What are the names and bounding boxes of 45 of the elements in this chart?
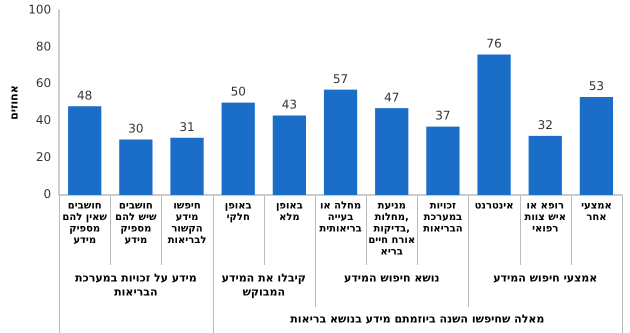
data-label: 30: [128, 122, 144, 136]
data-label: 37: [435, 108, 451, 123]
text: מידע על זכויות במערכת הבריאות: [74, 271, 197, 298]
text: נושא חיפוש המידע: [344, 271, 440, 284]
bar: [580, 97, 614, 195]
x-tick-label: חושבים שיש להם מספיק מידע: [115, 200, 158, 246]
x-tick-label: באופן חלקי: [224, 200, 252, 223]
bar: [375, 108, 408, 195]
bar: [477, 54, 511, 195]
data-label: 31: [179, 120, 195, 134]
y-tick-label: 60: [36, 76, 52, 90]
y-tick-label: 0: [43, 187, 52, 202]
bar: [324, 90, 358, 195]
x-tick-label: אינטרנט: [474, 200, 514, 212]
x-tick-label: מניעת מחלות, בדיקות, אורח חיים בריא: [368, 200, 416, 258]
bar: [272, 116, 306, 195]
x-tick-label: מחלה או בעייה בריאותית: [319, 200, 362, 234]
text: מאלה שחיפשו השנה ביוזמתם מידע בנושא בריאות: [290, 312, 544, 326]
data-label: 57: [332, 72, 348, 86]
text: קיבלו את המידע המבוקש: [222, 271, 306, 298]
data-label: 43: [282, 98, 298, 112]
data-label: 50: [230, 84, 246, 99]
bar: [426, 126, 460, 195]
x-tick-label: זכויות במערכת הבריאות: [423, 200, 463, 234]
data-label: 48: [77, 88, 92, 102]
x-tick-label: חושבים שאין להם מספיק מידע: [62, 200, 108, 246]
bar: [68, 106, 102, 195]
bar: [119, 140, 152, 195]
data-label: 53: [588, 79, 604, 94]
x-tick-label: רופא או איש צוות רפואי: [524, 200, 566, 234]
bar: [222, 102, 255, 195]
y-axis-title: אחוזים: [7, 85, 20, 120]
data-label: 32: [538, 118, 553, 132]
data-label: 76: [486, 36, 502, 51]
x-tick-label: אמצעי אחר: [581, 200, 612, 223]
y-tick-label: 20: [36, 150, 52, 164]
y-tick-label: 80: [36, 39, 52, 54]
bar: [170, 138, 204, 195]
y-tick-label: 100: [28, 2, 52, 16]
y-tick-label: 40: [36, 113, 52, 128]
text: אמצעי חיפוש המידע: [493, 271, 598, 284]
x-tick-label: באופן מלא: [276, 200, 303, 223]
bar: [528, 136, 562, 195]
x-tick-label: חיפשו מידע הקשור לבריאות: [168, 200, 206, 246]
data-label: 47: [384, 90, 400, 104]
